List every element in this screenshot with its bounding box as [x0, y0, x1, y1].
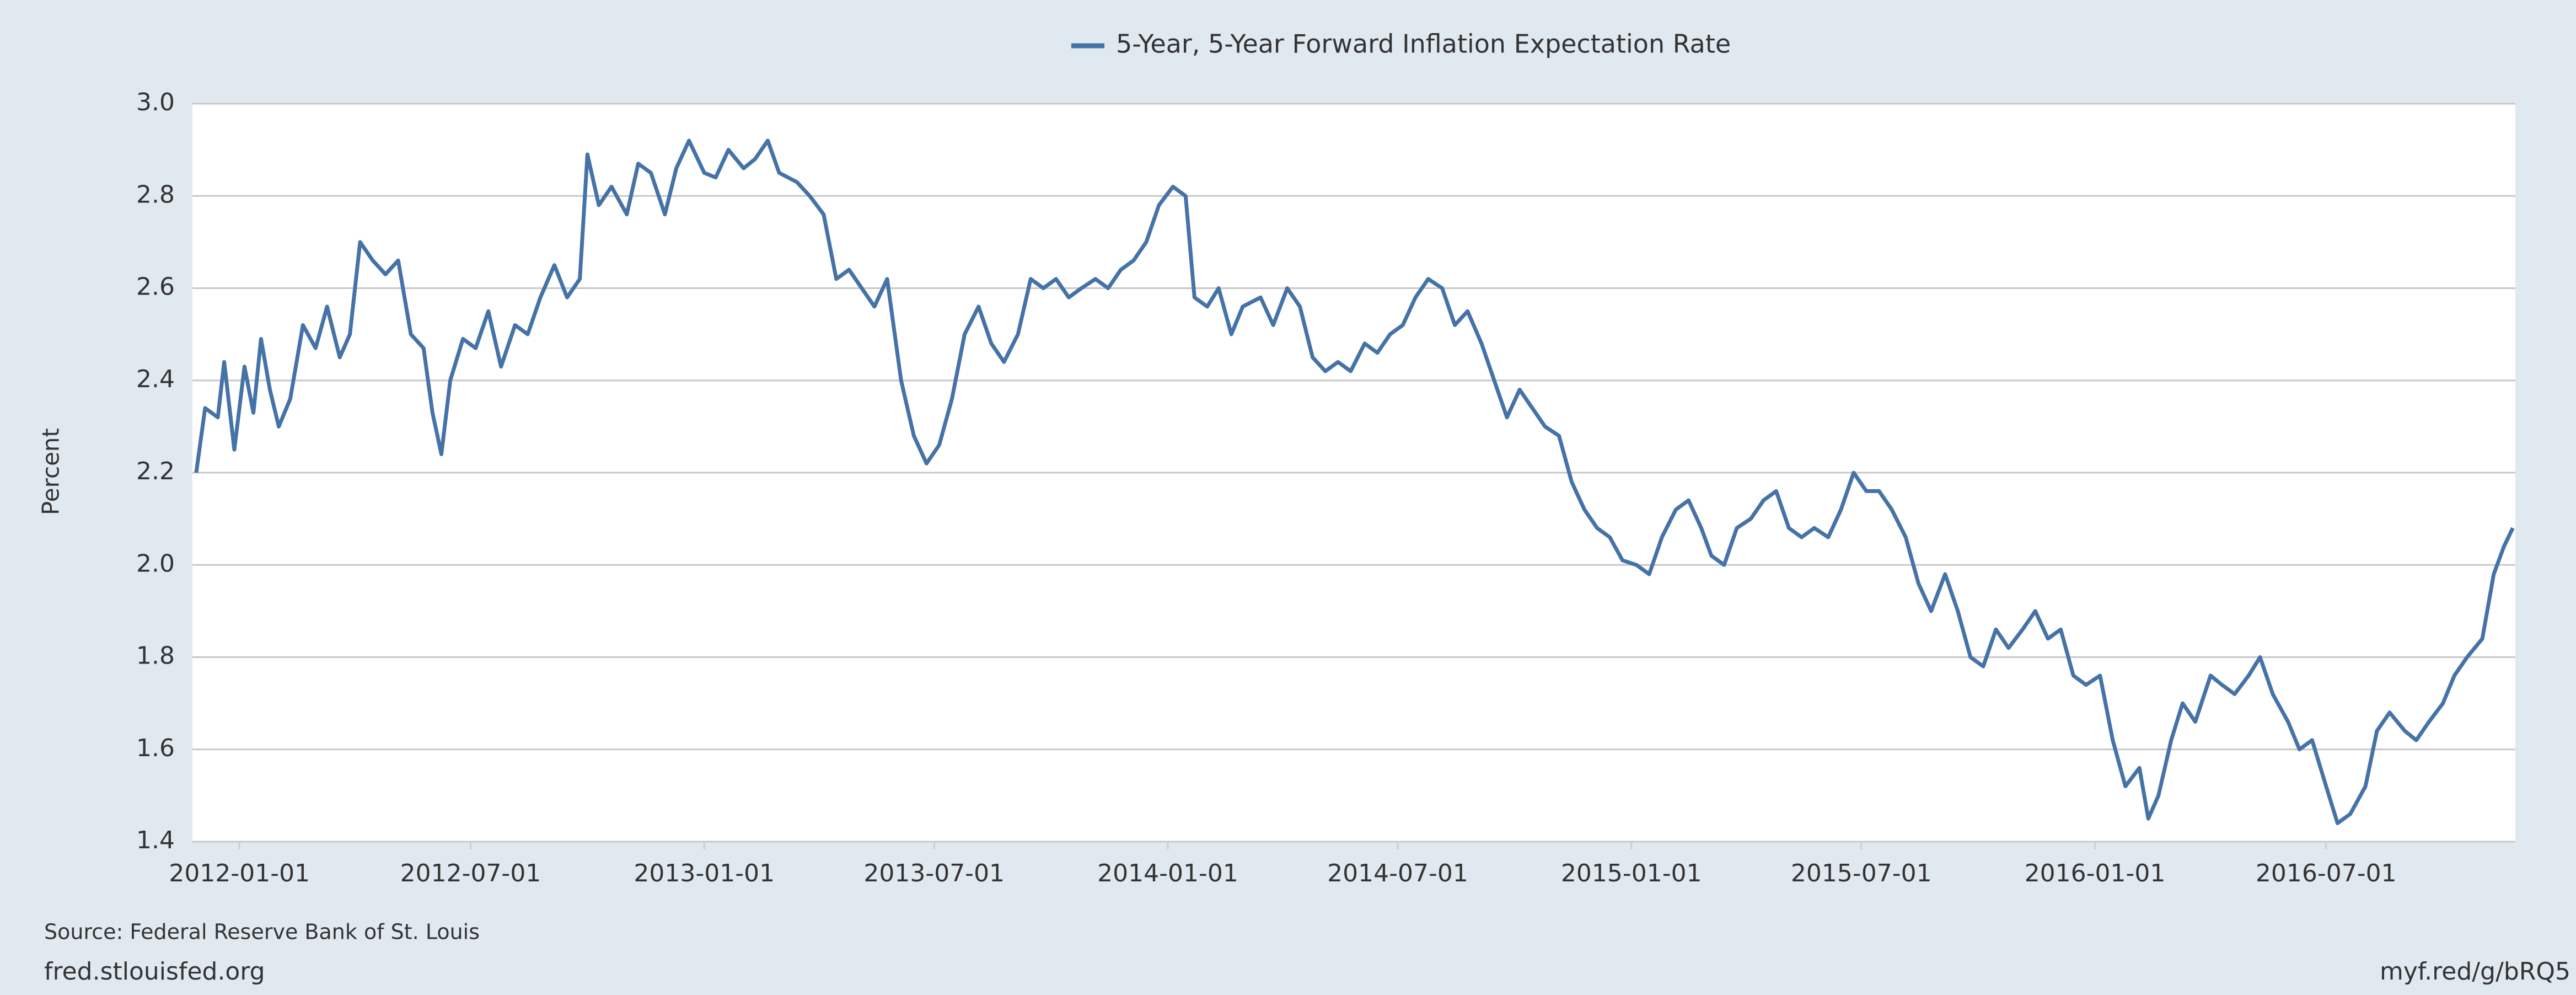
x-tick-label: 2012-07-01 — [400, 859, 541, 887]
x-tick-label: 2016-01-01 — [2025, 859, 2166, 887]
y-tick-label: 1.6 — [136, 734, 175, 762]
x-tick-label: 2015-07-01 — [1791, 859, 1932, 887]
y-tick-label: 2.2 — [136, 457, 175, 485]
y-axis-label: Percent — [37, 428, 65, 515]
x-tick-label: 2014-07-01 — [1327, 859, 1468, 887]
x-tick-label: 2014-01-01 — [1097, 859, 1238, 887]
x-tick-label: 2015-01-01 — [1561, 859, 1702, 887]
y-tick-label: 1.4 — [136, 826, 175, 854]
source: Source: Federal Reserve Bank of St. Loui… — [44, 920, 480, 944]
footer-right: myf.red/g/bRQ5 — [2380, 957, 2570, 986]
x-tick-label: 2013-01-01 — [634, 859, 775, 887]
footer-left: fred.stlouisfed.org — [44, 957, 265, 986]
x-tick-label: 2012-01-01 — [169, 859, 310, 887]
legend-label: 5-Year, 5-Year Forward Inflation Expecta… — [1116, 29, 1731, 59]
data-line — [194, 138, 2515, 825]
y-tick-label: 1.8 — [136, 642, 175, 670]
y-tick-label: 2.6 — [136, 273, 175, 301]
y-tick-label: 3.0 — [136, 88, 175, 116]
y-tick-label: 2.8 — [136, 180, 175, 208]
x-tick-label: 2016-07-01 — [2256, 859, 2397, 887]
y-tick-label: 2.4 — [136, 365, 175, 393]
x-tick-label: 2013-07-01 — [863, 859, 1005, 887]
y-tick-label: 2.0 — [136, 549, 175, 577]
